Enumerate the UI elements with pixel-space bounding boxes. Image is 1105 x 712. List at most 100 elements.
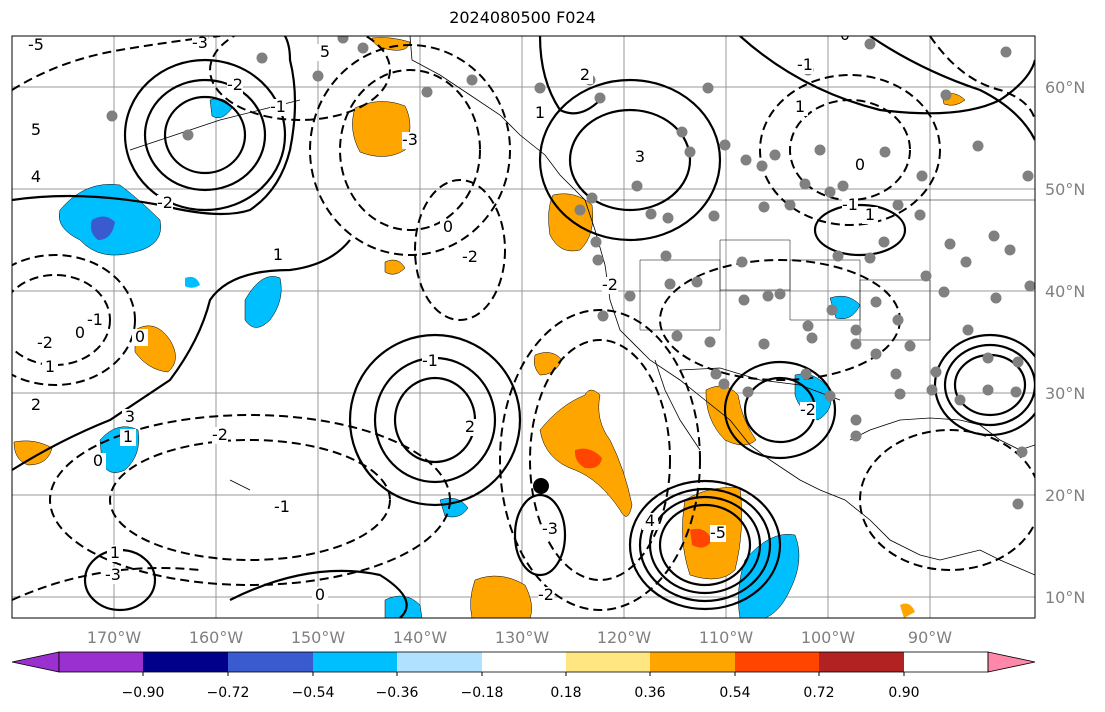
- contour-label: 1: [865, 205, 875, 224]
- orange-area: [13, 440, 53, 466]
- colorbar-segment: [650, 652, 735, 672]
- station-dot: [972, 140, 984, 152]
- lon-label: 90°W: [908, 628, 952, 647]
- map-background: [12, 36, 1035, 618]
- contour-label-bg: [28, 37, 44, 54]
- contour-label: -1: [274, 497, 290, 516]
- contour-label: -1: [797, 55, 813, 74]
- station-dot: [1022, 170, 1034, 182]
- contour-label: -2: [538, 585, 554, 604]
- station-dots: [106, 36, 1035, 510]
- contour-label: 2: [465, 417, 475, 436]
- station-dot: [106, 110, 118, 122]
- contour-label: 0: [93, 451, 103, 470]
- contour-label: 0: [315, 585, 325, 604]
- contour-label-bg: [107, 545, 123, 562]
- lon-label: 140°W: [393, 628, 448, 647]
- contour-label-bg: [542, 521, 558, 538]
- contour-label-bg: [462, 249, 478, 266]
- lat-label: 10°N: [1045, 588, 1085, 607]
- colorbar-tick-label: −0.18: [461, 685, 504, 701]
- station-dot: [890, 368, 902, 380]
- station-dot: [708, 210, 720, 222]
- station-dot: [256, 52, 268, 64]
- dashed-contours: [12, 36, 1035, 611]
- station-dot: [662, 212, 674, 224]
- blue-area: [384, 595, 423, 618]
- contour-label-bg: [710, 525, 726, 542]
- station-dot: [802, 320, 814, 332]
- station-dot: [466, 74, 478, 86]
- contour-label: -3: [542, 519, 558, 538]
- lat-label: 20°N: [1045, 486, 1085, 505]
- contour-label-bg: [157, 195, 173, 212]
- lon-label: 150°W: [291, 628, 346, 647]
- colorbar-segment: [59, 652, 143, 672]
- station-dot: [774, 288, 786, 300]
- contour-label: -1: [87, 310, 103, 329]
- contour-label-bg: [72, 325, 88, 342]
- station-dot: [597, 310, 609, 322]
- blue-area: [244, 276, 282, 328]
- station-dot: [806, 332, 818, 344]
- contour-label: -5: [28, 35, 44, 54]
- contour-label: 3: [125, 407, 135, 426]
- contour-label: -1: [270, 97, 286, 116]
- station-dot: [837, 180, 849, 192]
- orange-area: [384, 259, 406, 275]
- orange-area: [470, 575, 532, 618]
- colorbar-segment: [228, 652, 313, 672]
- contour-label-bg: [28, 122, 44, 139]
- colorbar: [11, 651, 1036, 676]
- contour-label: 4: [645, 511, 655, 530]
- station-dot: [944, 238, 956, 250]
- lon-label: 100°W: [801, 628, 856, 647]
- station-dot: [738, 294, 750, 306]
- contour-label-bg: [132, 329, 148, 346]
- contour-label: -3: [105, 565, 121, 584]
- contour-label: 5: [320, 42, 330, 61]
- station-dot: [870, 348, 882, 360]
- station-dot: [758, 201, 770, 213]
- station-dot: [586, 192, 598, 204]
- station-dot: [702, 82, 714, 94]
- contour-label: 1: [535, 103, 545, 122]
- station-dot: [904, 340, 916, 352]
- contour-label-bg: [28, 397, 44, 414]
- station-dot: [799, 178, 811, 190]
- contour-label: 0: [75, 323, 85, 342]
- station-dot: [710, 368, 722, 380]
- station-dot: [762, 290, 774, 302]
- contour-label-bg: [602, 277, 618, 294]
- lon-label: 130°W: [495, 628, 550, 647]
- station-dot: [337, 36, 349, 44]
- lat-label: 30°N: [1045, 384, 1085, 403]
- station-dot: [982, 352, 994, 364]
- contour-label-bg: [792, 99, 808, 116]
- station-dot: [736, 256, 748, 268]
- station-dot: [594, 92, 606, 104]
- station-dot: [312, 70, 324, 82]
- station-dot: [850, 324, 862, 336]
- contour-label-bg: [270, 99, 286, 116]
- colorbar-tick-label: −0.36: [376, 685, 419, 701]
- station-dot: [769, 149, 781, 161]
- contour-label: -3: [192, 33, 208, 52]
- colorbar-segment: [397, 652, 482, 672]
- station-dot: [574, 204, 586, 216]
- contour-label-bg: [800, 402, 816, 419]
- lat-label: 40°N: [1045, 282, 1085, 301]
- station-dot: [916, 170, 928, 182]
- contour-label: 2: [31, 395, 41, 414]
- colorbar-tick-label: −0.54: [292, 685, 335, 701]
- station-dot: [756, 160, 768, 172]
- colorbar-tick-label: 0.18: [550, 685, 581, 701]
- station-dot: [1012, 356, 1024, 368]
- contour-label-bg: [440, 219, 456, 236]
- colorbar-outline: [58, 651, 989, 673]
- station-dot: [1000, 46, 1012, 58]
- station-dot: [960, 256, 972, 268]
- station-dot: [870, 296, 882, 308]
- station-dot: [1010, 386, 1022, 398]
- station-dot: [878, 236, 890, 248]
